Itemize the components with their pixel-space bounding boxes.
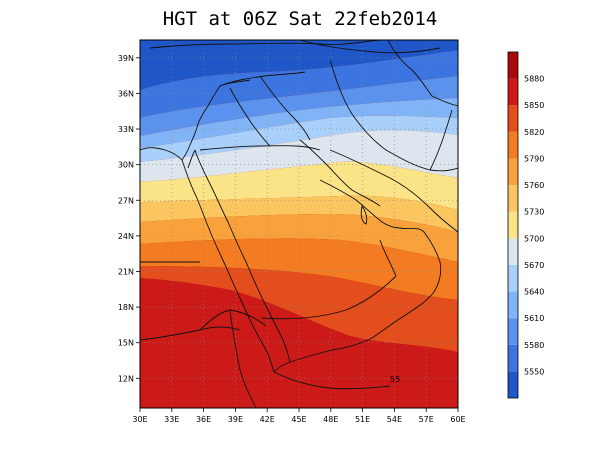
color-bar-swatch (508, 344, 518, 372)
color-bar-label: 5670 (524, 261, 544, 270)
lat-tick-label: 39N (118, 54, 134, 63)
longitude-axis: 30E 33E 36E 39E 42E 45E 48E 51E 54E 57E 60E (132, 408, 466, 424)
lon-tick-label: 51E (355, 415, 370, 424)
lon-tick-label: 39E (228, 415, 243, 424)
turkey-north-coast (149, 40, 381, 49)
color-bar-frame (507, 51, 519, 399)
color-bar-label: 5550 (524, 367, 544, 376)
map-title: HGT at 06Z Sat 22feb2014 (162, 8, 438, 30)
color-bar-swatch (508, 131, 518, 159)
saudi-north-border (199, 145, 321, 151)
lon-tick-label: 36E (196, 415, 211, 424)
color-bar-label: 5850 (524, 101, 544, 110)
turkmen-border (431, 95, 458, 107)
color-bar: 5550 5580 5610 5640 5670 5700 5730 5760 5790 5820… (507, 51, 544, 399)
color-bar-swatch (508, 238, 518, 265)
lat-tick-label: 33N (118, 125, 134, 134)
eritrea-border (199, 309, 267, 331)
lat-lon-grid (140, 40, 458, 408)
color-bar-swatch (508, 318, 518, 345)
band-5790 (140, 214, 458, 262)
color-bar-label: 5790 (524, 154, 544, 163)
band-5880 (140, 278, 458, 408)
color-bar-swatch (508, 264, 518, 292)
lon-tick-label: 54E (387, 415, 402, 424)
red-sea-east-coast (194, 149, 291, 363)
band-5610 (140, 76, 458, 136)
ethiopia-border (229, 309, 257, 408)
color-bar-label: 5730 (524, 208, 544, 217)
color-bar-swatch (508, 78, 518, 106)
color-bar-label: 5580 (524, 341, 544, 350)
latitude-axis: 12N 15N 18N 21N 24N 27N 30N 33N 36N 39N (118, 54, 140, 383)
color-bar-swatch (508, 185, 518, 212)
lon-tick-label: 60E (450, 415, 465, 424)
color-bar-label: 5760 (524, 181, 544, 190)
color-bar-label: 5820 (524, 128, 544, 137)
lat-tick-label: 30N (118, 161, 134, 170)
color-bar-swatch (508, 371, 518, 398)
band-5730 (140, 161, 458, 210)
afghan-border (429, 109, 453, 171)
color-bar-swatch (508, 158, 518, 186)
band-5640 (140, 98, 458, 148)
lon-tick-label: 48E (323, 415, 338, 424)
color-bar-label: 5880 (524, 75, 544, 84)
iran-inland (329, 59, 458, 172)
red-sea-west-coast (181, 159, 275, 373)
lat-tick-label: 15N (118, 339, 134, 348)
mediterranean-coast (140, 79, 251, 161)
persian-gulf-north (299, 139, 381, 207)
coastlines (140, 40, 458, 408)
persian-gulf-south (319, 179, 401, 229)
contour-label: 55 (390, 375, 400, 384)
lat-tick-label: 36N (118, 89, 134, 98)
lat-tick-label: 24N (118, 232, 134, 241)
color-bar-swatch (508, 291, 518, 319)
lat-tick-label: 18N (118, 303, 134, 312)
syria-iraq-border (229, 87, 271, 147)
color-bar-swatch (508, 211, 518, 239)
gulf-of-aqaba (187, 149, 196, 169)
lon-tick-label: 45E (291, 415, 306, 424)
oman-coast (331, 227, 442, 351)
lon-tick-label: 57E (419, 415, 434, 424)
saudi-oman-border (379, 239, 397, 277)
qatar (360, 205, 368, 225)
band-5670 (140, 115, 458, 162)
yemen-south-coast (273, 349, 333, 373)
color-bar-label: 5640 (524, 288, 544, 297)
horn-africa (273, 371, 391, 390)
color-bar-label: 5700 (524, 234, 544, 243)
iraq-border (259, 75, 311, 141)
black-sea-south (299, 40, 441, 54)
lon-tick-label: 42E (260, 415, 275, 424)
lat-tick-label: 21N (118, 267, 134, 276)
lon-tick-label: 33E (164, 415, 179, 424)
lat-tick-label: 12N (118, 374, 134, 383)
iran-coast (329, 149, 458, 233)
turkey-south-coast (219, 71, 306, 87)
color-bar-swatch (508, 105, 518, 132)
saudi-yemen-border (261, 275, 397, 320)
color-bar-label: 5610 (524, 314, 544, 323)
color-bar-swatch (508, 52, 518, 79)
caspian (387, 40, 433, 97)
lon-tick-label: 30E (132, 415, 147, 424)
lat-tick-label: 27N (118, 196, 134, 205)
